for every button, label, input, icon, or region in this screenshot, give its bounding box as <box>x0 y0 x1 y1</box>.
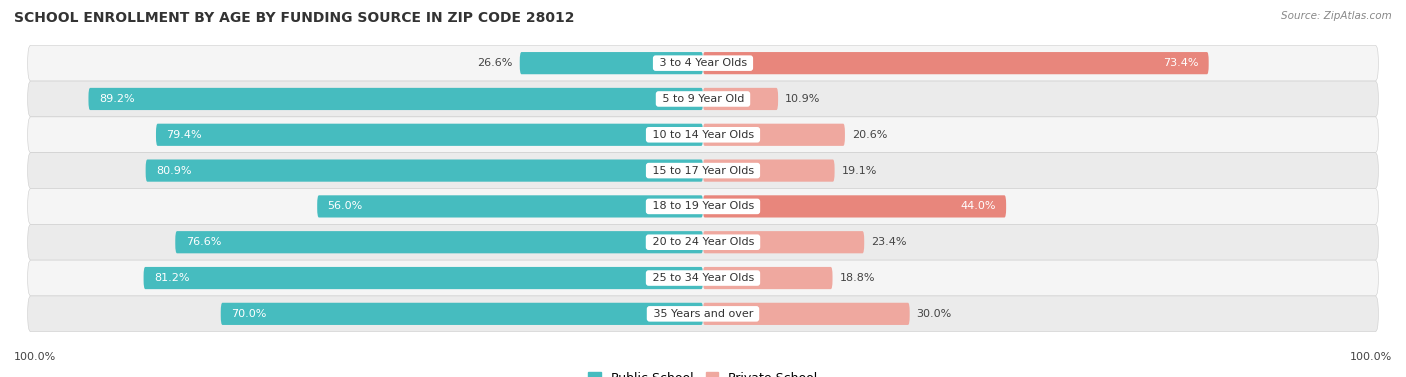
Text: 18 to 19 Year Olds: 18 to 19 Year Olds <box>648 201 758 211</box>
Text: 30.0%: 30.0% <box>917 309 952 319</box>
Text: 56.0%: 56.0% <box>328 201 363 211</box>
Text: 80.9%: 80.9% <box>156 166 191 176</box>
FancyBboxPatch shape <box>703 159 835 182</box>
FancyBboxPatch shape <box>28 188 1378 224</box>
Text: Source: ZipAtlas.com: Source: ZipAtlas.com <box>1281 11 1392 21</box>
FancyBboxPatch shape <box>28 117 1378 153</box>
FancyBboxPatch shape <box>28 81 1378 117</box>
Text: 100.0%: 100.0% <box>14 352 56 362</box>
Text: 44.0%: 44.0% <box>960 201 995 211</box>
Text: 100.0%: 100.0% <box>1350 352 1392 362</box>
Text: 26.6%: 26.6% <box>478 58 513 68</box>
FancyBboxPatch shape <box>221 303 703 325</box>
FancyBboxPatch shape <box>143 267 703 289</box>
FancyBboxPatch shape <box>28 224 1378 260</box>
FancyBboxPatch shape <box>28 153 1378 188</box>
Text: 35 Years and over: 35 Years and over <box>650 309 756 319</box>
Text: 3 to 4 Year Olds: 3 to 4 Year Olds <box>655 58 751 68</box>
FancyBboxPatch shape <box>176 231 703 253</box>
Text: 10.9%: 10.9% <box>785 94 820 104</box>
Text: 73.4%: 73.4% <box>1163 58 1198 68</box>
FancyBboxPatch shape <box>703 195 1007 218</box>
FancyBboxPatch shape <box>703 52 1209 74</box>
FancyBboxPatch shape <box>703 303 910 325</box>
Text: 23.4%: 23.4% <box>872 237 907 247</box>
Legend: Public School, Private School: Public School, Private School <box>585 368 821 377</box>
FancyBboxPatch shape <box>156 124 703 146</box>
Text: 70.0%: 70.0% <box>231 309 267 319</box>
FancyBboxPatch shape <box>28 45 1378 81</box>
FancyBboxPatch shape <box>703 267 832 289</box>
Text: 20 to 24 Year Olds: 20 to 24 Year Olds <box>648 237 758 247</box>
Text: 20.6%: 20.6% <box>852 130 887 140</box>
FancyBboxPatch shape <box>703 124 845 146</box>
Text: 18.8%: 18.8% <box>839 273 875 283</box>
Text: 81.2%: 81.2% <box>153 273 190 283</box>
Text: 25 to 34 Year Olds: 25 to 34 Year Olds <box>648 273 758 283</box>
Text: 5 to 9 Year Old: 5 to 9 Year Old <box>658 94 748 104</box>
Text: 79.4%: 79.4% <box>166 130 202 140</box>
Text: 19.1%: 19.1% <box>841 166 877 176</box>
Text: 89.2%: 89.2% <box>98 94 135 104</box>
Text: 10 to 14 Year Olds: 10 to 14 Year Olds <box>648 130 758 140</box>
FancyBboxPatch shape <box>703 231 865 253</box>
Text: SCHOOL ENROLLMENT BY AGE BY FUNDING SOURCE IN ZIP CODE 28012: SCHOOL ENROLLMENT BY AGE BY FUNDING SOUR… <box>14 11 575 25</box>
Text: 15 to 17 Year Olds: 15 to 17 Year Olds <box>648 166 758 176</box>
FancyBboxPatch shape <box>703 88 778 110</box>
FancyBboxPatch shape <box>89 88 703 110</box>
FancyBboxPatch shape <box>318 195 703 218</box>
FancyBboxPatch shape <box>146 159 703 182</box>
Text: 76.6%: 76.6% <box>186 237 221 247</box>
FancyBboxPatch shape <box>28 260 1378 296</box>
FancyBboxPatch shape <box>520 52 703 74</box>
FancyBboxPatch shape <box>28 296 1378 332</box>
